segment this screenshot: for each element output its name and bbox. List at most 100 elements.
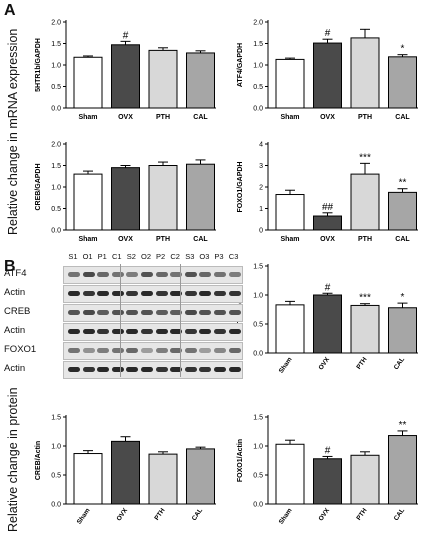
significance-mark: *** [359, 152, 371, 163]
y-tick-label: 0.0 [253, 351, 263, 358]
blot-band [184, 272, 197, 277]
significance-mark: # [325, 28, 331, 39]
blot-row-label: Actin [4, 325, 26, 336]
bar-cal [388, 435, 417, 505]
blot-band [214, 272, 226, 277]
bar-ovx [111, 440, 140, 505]
blot-band [184, 329, 197, 334]
blot-band [141, 310, 153, 315]
blot-band [228, 348, 241, 353]
y-tick-label: 1.5 [253, 415, 263, 422]
blot-band [199, 367, 212, 372]
y-tick-label: 0.5 [51, 206, 61, 213]
blot-band [199, 272, 212, 277]
significance-mark: * [401, 292, 405, 303]
blot-band [170, 329, 183, 334]
bar-sham [275, 443, 305, 505]
blot-band [141, 348, 153, 353]
y-tick-label: 1.0 [253, 444, 263, 451]
bar-sham [73, 173, 103, 231]
blot-band [82, 329, 95, 334]
x-tick-label: Sham [78, 114, 97, 121]
blot-separator [120, 264, 121, 377]
x-tick-label: CAL [191, 507, 204, 522]
blot-lane-label: P1 [97, 252, 107, 261]
bar-ovx [313, 42, 342, 109]
significance-mark: * [401, 44, 405, 55]
blot-band [126, 329, 139, 334]
x-tick-label: Sham [78, 236, 97, 243]
x-tick-label: Sham [278, 356, 294, 375]
blot-band [97, 272, 110, 277]
x-tick-label: OVX [116, 507, 130, 523]
y-tick-label: 1.5 [51, 41, 61, 48]
y-tick-label: 0.5 [253, 322, 263, 329]
x-tick-label: CAL [393, 356, 406, 371]
foxo1-protein-chart: 0.0 0.5 1.0 1.5 FOXO1/Actin Sham # OVX PTH ** CAL [237, 415, 418, 526]
blot-lane-label: O3 [199, 252, 210, 261]
western-blot-image: S1 O1 P1 C1 S2 O2 P2 C2 S3 O3 P3 C3 ATF4 Actin CREB Act… [4, 252, 243, 379]
blot-band [97, 329, 110, 334]
htr1b-mrna-chart: 0.0 0.5 1.0 1.5 2.0 5HTR1b/GAPDH Sham # OVX PTH CA… [35, 20, 216, 121]
foxo1-mrna-chart: 0 1 2 3 4 FOXO1/GAPDH Sham ## OVX *** PTH ** CAL [237, 142, 418, 243]
blot-band [68, 310, 80, 315]
blot-band [155, 329, 168, 334]
y-tick-label: 0.5 [51, 473, 61, 480]
blot-band [155, 291, 168, 296]
blot-band [111, 329, 124, 334]
blot-band [170, 291, 183, 296]
blot-band [184, 367, 197, 372]
blot-band [82, 291, 95, 296]
blot-band [141, 291, 153, 296]
bar-cal [186, 163, 215, 231]
y-tick-label: 2.0 [51, 20, 61, 27]
blot-band [155, 367, 168, 372]
bar-cal [186, 52, 215, 109]
blot-band [184, 310, 197, 315]
blot-band [199, 329, 212, 334]
x-tick-label: PTH [358, 114, 372, 121]
y-tick-label: 1.0 [253, 293, 263, 300]
panel-a-label: A [4, 2, 16, 19]
significance-mark: ## [322, 202, 334, 213]
blot-band [82, 310, 95, 315]
blot-band [111, 272, 124, 277]
y-tick-label: 0.0 [253, 502, 263, 509]
blot-lane-label: C2 [170, 252, 180, 261]
blot-band [82, 348, 95, 353]
y-axis-label: CREB/GAPDH [35, 163, 42, 210]
y-axis-label: ATF4/GAPDH [237, 43, 244, 87]
blot-band [97, 367, 110, 372]
y-tick-label: 1.5 [51, 415, 61, 422]
bar-pth [350, 173, 380, 231]
bar-cal [388, 56, 417, 109]
blot-lane-label: P2 [156, 252, 166, 261]
blot-band [68, 272, 80, 277]
creb-mrna-chart: 0.0 0.5 1.0 1.5 2.0 CREB/GAPDH Sham OVX PTH CAL [35, 142, 216, 243]
y-axis-label: 5HTR1b/GAPDH [35, 38, 42, 92]
x-tick-label: OVX [118, 236, 133, 243]
significance-mark: ** [399, 420, 407, 431]
y-tick-label: 1.0 [253, 63, 263, 70]
blot-row-foxo1: FOXO1 [4, 342, 243, 360]
x-tick-label: CAL [393, 507, 406, 522]
blot-band [126, 272, 139, 277]
blot-band [170, 348, 183, 353]
y-tick-label: 3 [259, 163, 263, 170]
blot-band [214, 348, 226, 353]
bar-pth [148, 49, 178, 109]
y-tick-label: 1.5 [51, 163, 61, 170]
blot-band [228, 329, 241, 334]
x-tick-label: CAL [395, 114, 410, 121]
blot-row-actin: Actin [4, 285, 243, 303]
bar-sham [275, 58, 305, 109]
y-tick-label: 0.0 [51, 106, 61, 113]
y-tick-label: 0.5 [51, 84, 61, 91]
creb-protein-chart: 0.0 0.5 1.0 1.5 CREB/Actin Sham OVX PTH CAL [35, 415, 216, 526]
blot-band [126, 348, 139, 353]
blot-band [155, 272, 168, 277]
y-axis-label: FOXO1/Actin [237, 439, 244, 482]
x-tick-label: PTH [156, 236, 170, 243]
blot-lane-label: S3 [185, 252, 195, 261]
y-axis-label: FOXO1/GAPDH [237, 162, 244, 213]
